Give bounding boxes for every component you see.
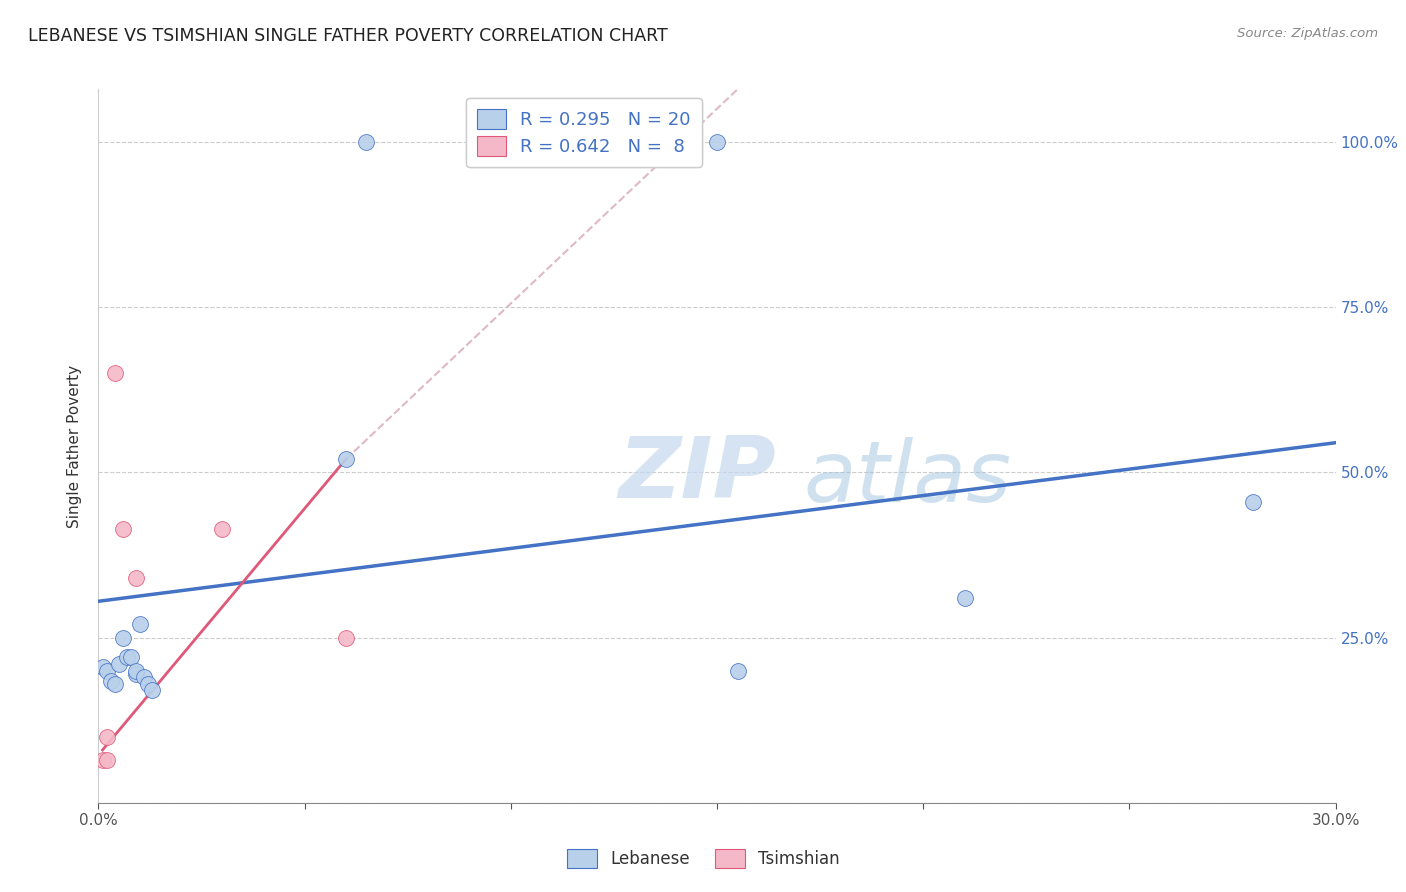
- Y-axis label: Single Father Poverty: Single Father Poverty: [67, 365, 83, 527]
- Point: [1241, 495, 1264, 509]
- Legend: Lebanese, Tsimshian: Lebanese, Tsimshian: [560, 843, 846, 875]
- Point: [141, 683, 163, 698]
- Legend: R = 0.295   N = 20, R = 0.642   N =  8: R = 0.295 N = 20, R = 0.642 N = 8: [467, 98, 702, 167]
- Point: [112, 631, 135, 645]
- Point: [120, 650, 142, 665]
- Point: [108, 657, 131, 671]
- Point: [132, 670, 155, 684]
- Point: [91, 753, 114, 767]
- Point: [96, 664, 118, 678]
- Point: [104, 677, 127, 691]
- Point: [211, 522, 233, 536]
- Point: [104, 367, 127, 381]
- Point: [335, 452, 357, 467]
- Point: [124, 664, 146, 678]
- Text: LEBANESE VS TSIMSHIAN SINGLE FATHER POVERTY CORRELATION CHART: LEBANESE VS TSIMSHIAN SINGLE FATHER POVE…: [28, 27, 668, 45]
- Text: ZIP: ZIP: [619, 433, 776, 516]
- Point: [100, 673, 122, 688]
- Point: [953, 591, 976, 605]
- Point: [91, 660, 114, 674]
- Point: [727, 664, 749, 678]
- Text: Source: ZipAtlas.com: Source: ZipAtlas.com: [1237, 27, 1378, 40]
- Point: [117, 650, 139, 665]
- Point: [112, 522, 135, 536]
- Point: [124, 667, 146, 681]
- Point: [706, 135, 728, 149]
- Point: [96, 730, 118, 744]
- Point: [124, 571, 146, 585]
- Point: [128, 617, 150, 632]
- Point: [335, 631, 357, 645]
- Point: [96, 753, 118, 767]
- Text: atlas: atlas: [804, 436, 1012, 520]
- Point: [136, 677, 159, 691]
- Point: [356, 135, 378, 149]
